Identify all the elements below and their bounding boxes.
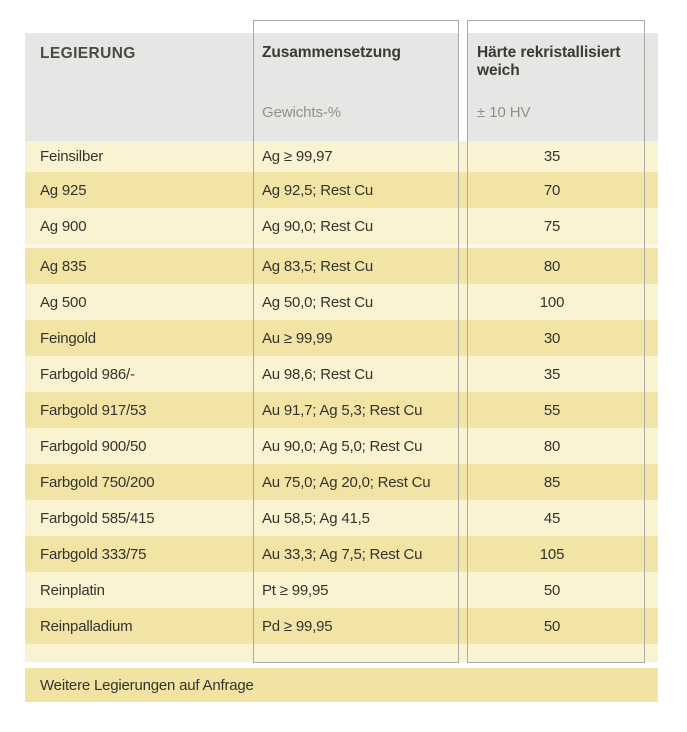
alloy-composition: Ag 50,0; Rest Cu (262, 293, 374, 311)
table-row: Farbgold 900/50 Au 90,0; Ag 5,0; Rest Cu… (25, 428, 658, 464)
table-row: Farbgold 917/53 Au 91,7; Ag 5,3; Rest Cu… (25, 392, 658, 428)
table-row: Feinsilber Ag ≥ 99,97 35 (25, 141, 658, 172)
alloy-composition: Ag 83,5; Rest Cu (262, 257, 374, 275)
table-row: Ag 925 Ag 92,5; Rest Cu 70 (25, 172, 658, 208)
header-band-right (467, 33, 658, 141)
alloy-hardness: 45 (543, 509, 561, 527)
alloy-hardness: 50 (543, 617, 561, 635)
alloy-hardness: 80 (543, 257, 561, 275)
alloy-name: Ag 900 (40, 217, 87, 235)
alloy-composition: Au ≥ 99,99 (262, 329, 333, 347)
alloy-name: Farbgold 333/75 (40, 545, 147, 563)
alloy-name: Feingold (40, 329, 96, 347)
column-header-haerte: Härte rekristallisiert weich (477, 44, 621, 79)
alloy-hardness: 35 (543, 365, 561, 383)
table-row: Ag 835 Ag 83,5; Rest Cu 80 (25, 248, 658, 284)
column-header-legierung: LEGIERUNG (40, 45, 136, 62)
alloy-hardness: 70 (543, 181, 561, 199)
alloy-name: Farbgold 585/415 (40, 509, 155, 527)
alloy-hardness: 80 (543, 437, 561, 455)
alloy-hardness: 50 (543, 581, 561, 599)
table-row: Reinplatin Pt ≥ 99,95 50 (25, 572, 658, 608)
alloy-name: Farbgold 986/- (40, 365, 135, 383)
table-row: Farbgold 750/200 Au 75,0; Ag 20,0; Rest … (25, 464, 658, 500)
alloy-hardness: 85 (543, 473, 561, 491)
alloy-hardness: 105 (539, 545, 565, 563)
footer-note: Weitere Legierungen auf Anfrage (40, 676, 254, 694)
alloy-hardness: 35 (543, 148, 561, 165)
alloy-composition: Ag ≥ 99,97 (262, 148, 333, 165)
alloy-composition: Ag 90,0; Rest Cu (262, 217, 374, 235)
alloy-hardness: 100 (539, 293, 565, 311)
alloy-composition: Au 90,0; Ag 5,0; Rest Cu (262, 437, 423, 455)
table-row: Ag 900 Ag 90,0; Rest Cu 75 (25, 208, 658, 244)
column-header-zusammensetzung: Zusammensetzung (262, 44, 401, 61)
table-body: Feinsilber Ag ≥ 99,97 35 Ag 925 Ag 92,5;… (25, 141, 658, 662)
table-tail-strip (25, 644, 658, 662)
alloy-hardness: 75 (543, 217, 561, 235)
alloy-composition: Au 58,5; Ag 41,5 (262, 509, 370, 527)
alloy-composition: Au 75,0; Ag 20,0; Rest Cu (262, 473, 431, 491)
alloy-hardness: 55 (543, 401, 561, 419)
alloy-composition: Pt ≥ 99,95 (262, 581, 329, 599)
alloy-name: Ag 500 (40, 293, 87, 311)
alloy-name: Farbgold 900/50 (40, 437, 147, 455)
column-subheader-hv: ± 10 HV (477, 104, 531, 121)
alloy-name: Farbgold 750/200 (40, 473, 155, 491)
alloy-composition: Pd ≥ 99,95 (262, 617, 333, 635)
row-separator (25, 244, 658, 248)
alloy-name: Reinpalladium (40, 617, 133, 635)
footer-note-band: Weitere Legierungen auf Anfrage (25, 668, 658, 702)
alloy-name: Farbgold 917/53 (40, 401, 147, 419)
alloy-hardness: 30 (543, 329, 561, 347)
table-row: Farbgold 333/75 Au 33,3; Ag 7,5; Rest Cu… (25, 536, 658, 572)
alloy-name: Ag 925 (40, 181, 87, 199)
header-band-left (25, 33, 459, 141)
column-subheader-gewichts: Gewichts-% (262, 104, 342, 121)
table-row: Farbgold 585/415 Au 58,5; Ag 41,5 45 (25, 500, 658, 536)
table-row: Ag 500 Ag 50,0; Rest Cu 100 (25, 284, 658, 320)
alloy-composition: Au 91,7; Ag 5,3; Rest Cu (262, 401, 423, 419)
table-row: Reinpalladium Pd ≥ 99,95 50 (25, 608, 658, 644)
alloy-name: Reinplatin (40, 581, 105, 599)
alloy-composition: Ag 92,5; Rest Cu (262, 181, 374, 199)
table-row: Feingold Au ≥ 99,99 30 (25, 320, 658, 356)
alloy-composition: Au 33,3; Ag 7,5; Rest Cu (262, 545, 423, 563)
alloy-name: Ag 835 (40, 257, 87, 275)
table-row: Farbgold 986/- Au 98,6; Rest Cu 35 (25, 356, 658, 392)
alloy-composition: Au 98,6; Rest Cu (262, 365, 374, 383)
alloy-name: Feinsilber (40, 148, 104, 165)
